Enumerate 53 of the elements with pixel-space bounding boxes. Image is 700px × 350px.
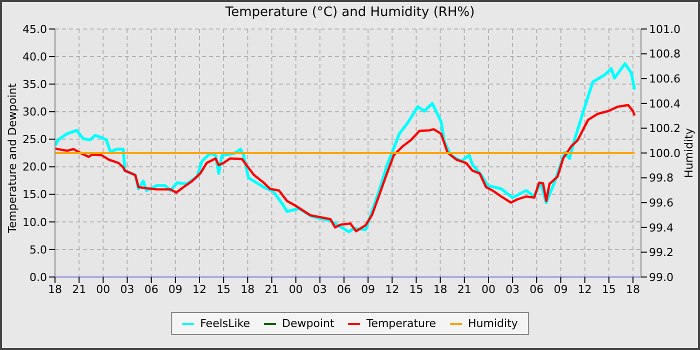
y2-tick-label: 99.2 [649, 246, 674, 260]
x-tick-label: 12 [385, 282, 400, 296]
y-tick-label: 45.0 [22, 22, 47, 36]
x-tick-label: 18 [240, 282, 255, 296]
x-tick-label: 18 [626, 282, 640, 296]
x-tick-label: 03 [506, 282, 520, 296]
x-tick-label: 18 [433, 282, 448, 296]
y2-tick-label: 99.4 [649, 221, 674, 234]
x-tick-label: 00 [96, 282, 110, 296]
x-tick-label: 18 [48, 282, 62, 296]
y-tick-label: 15.0 [22, 188, 47, 202]
y-tick-label: 0.0 [30, 270, 47, 284]
y2-tick-label: 100.6 [649, 72, 680, 86]
x-tick-label: 06 [336, 282, 351, 296]
legend-label: FeelsLike [200, 317, 250, 330]
y2-axis-title: Humidity [682, 128, 696, 178]
y-tick-label: 30.0 [22, 106, 47, 119]
x-tick-label: 00 [288, 282, 303, 296]
x-tick-label: 21 [72, 282, 86, 296]
y2-tick-label: 100.4 [649, 97, 680, 110]
x-tick-label: 15 [602, 282, 616, 296]
x-tick-label: 12 [192, 282, 206, 296]
x-tick-label: 03 [312, 282, 327, 296]
y-tick-label: 20.0 [22, 160, 47, 174]
x-tick-label: 15 [409, 282, 424, 296]
legend-label: Dewpoint [282, 317, 334, 330]
y2-tick-label: 100.8 [649, 48, 680, 61]
y-tick-label: 40.0 [22, 50, 47, 64]
y2-tick-label: 99.0 [649, 270, 674, 284]
y-tick-label: 35.0 [22, 78, 47, 92]
chart-title: Temperature (°C) and Humidity (RH%) [224, 5, 476, 20]
legend-label: Humidity [468, 317, 518, 330]
x-tick-label: 12 [578, 282, 592, 296]
x-tick-label: 06 [144, 282, 158, 296]
x-tick-label: 15 [216, 282, 231, 296]
x-tick-label: 09 [361, 282, 376, 296]
x-tick-label: 00 [481, 282, 496, 296]
x-tick-label: 06 [530, 282, 544, 296]
y2-tick-label: 100.0 [649, 146, 680, 160]
y2-tick-label: 100.2 [649, 122, 680, 136]
x-tick-label: 21 [457, 282, 472, 296]
legend-label: Temperature [366, 317, 436, 330]
y-tick-label: 5.0 [30, 243, 47, 256]
x-tick-label: 09 [554, 282, 568, 296]
x-tick-label: 03 [120, 282, 134, 296]
y-tick-label: 25.0 [22, 133, 47, 146]
y2-tick-label: 101.0 [649, 22, 680, 36]
y2-tick-label: 99.6 [649, 196, 674, 210]
x-tick-label: 21 [264, 282, 279, 296]
y-tick-label: 10.0 [22, 216, 47, 229]
x-tick-label: 09 [168, 282, 182, 296]
y-axis-title: Temperature and Dewpoint [6, 82, 19, 234]
y2-tick-label: 99.8 [649, 172, 674, 185]
